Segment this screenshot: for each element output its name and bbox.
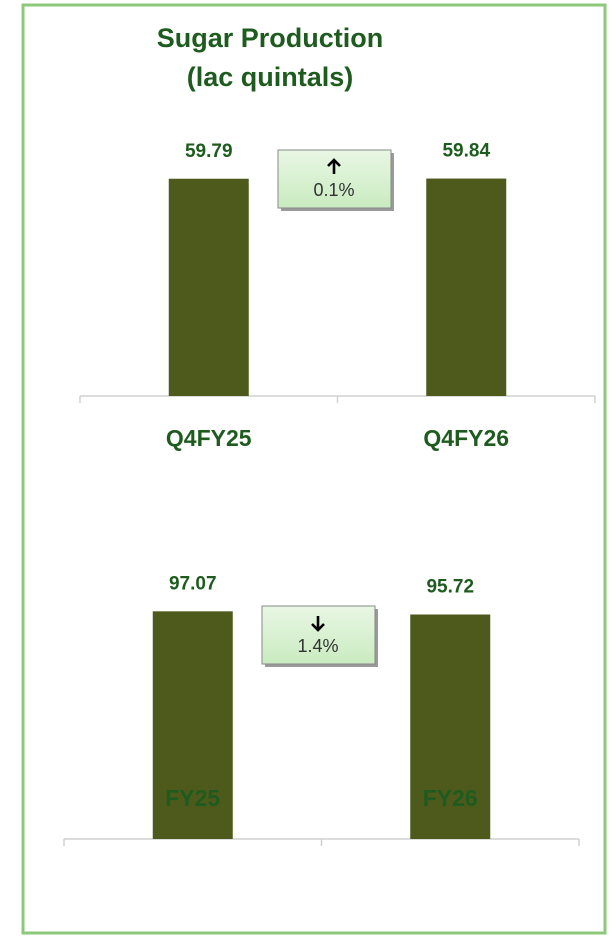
- value-label: 97.07: [169, 573, 217, 594]
- frame: [21, 3, 607, 935]
- chart-title: Sugar Production: [157, 23, 384, 53]
- bar: [410, 614, 491, 839]
- change-label: 0.1%: [313, 180, 354, 200]
- x-tick-label: FY26: [423, 785, 478, 811]
- change-arrow: [327, 158, 341, 174]
- bar: [426, 178, 507, 396]
- bar: [168, 178, 249, 396]
- x-tick-label: Q4FY26: [423, 425, 509, 451]
- x-tick-label: Q4FY25: [166, 425, 252, 451]
- change-label: 1.4%: [297, 636, 338, 656]
- value-label: 59.84: [442, 141, 490, 162]
- change-arrow: [311, 616, 325, 632]
- bar: [152, 611, 233, 839]
- change-box: [261, 605, 376, 665]
- chart-subtitle: (lac quintals): [187, 62, 354, 92]
- value-label: 95.72: [426, 577, 474, 598]
- x-tick-label: FY25: [165, 785, 220, 811]
- value-label: 59.79: [185, 141, 233, 162]
